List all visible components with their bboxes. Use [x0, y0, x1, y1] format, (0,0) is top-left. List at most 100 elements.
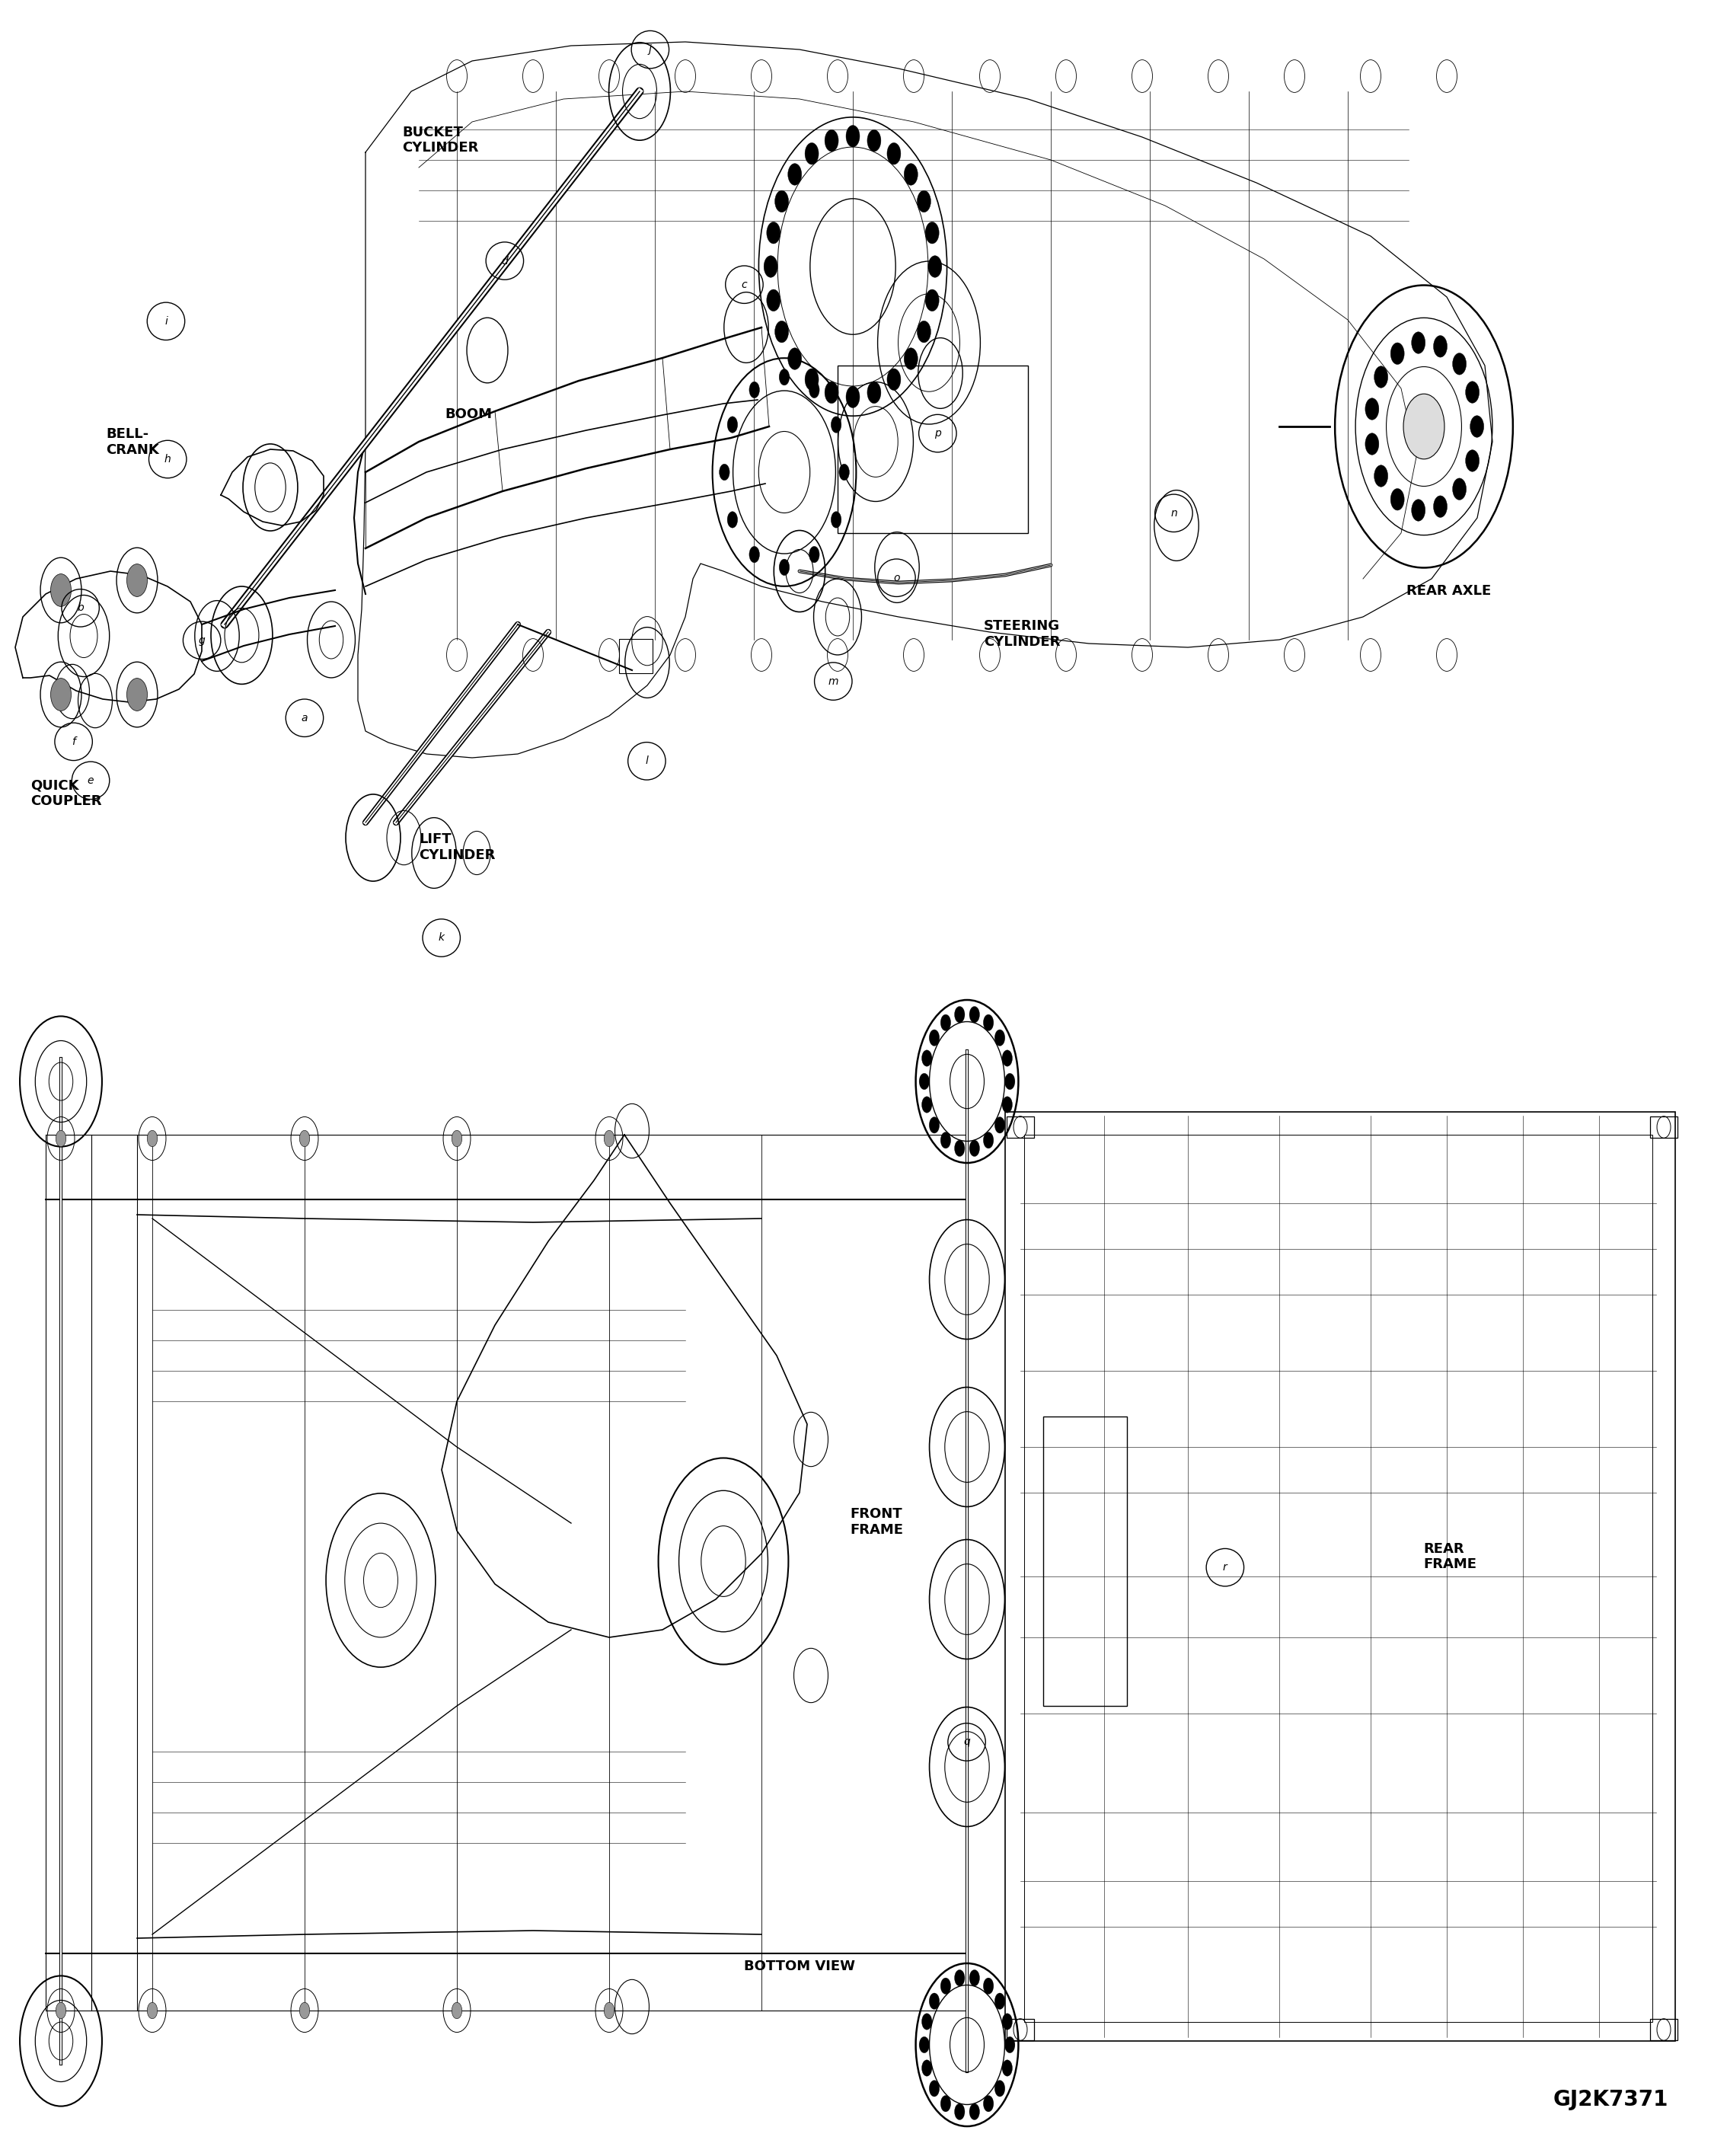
Text: j: j — [648, 45, 652, 54]
Ellipse shape — [1466, 382, 1480, 403]
Text: l: l — [645, 757, 648, 765]
Ellipse shape — [886, 142, 900, 164]
Ellipse shape — [838, 464, 849, 481]
Ellipse shape — [452, 2003, 462, 2018]
Ellipse shape — [955, 1141, 965, 1156]
Text: h: h — [164, 455, 171, 464]
Ellipse shape — [955, 1971, 965, 1986]
Ellipse shape — [970, 1141, 980, 1156]
Ellipse shape — [941, 2096, 951, 2111]
Ellipse shape — [832, 511, 842, 528]
Text: i: i — [164, 317, 168, 326]
Ellipse shape — [903, 164, 917, 185]
Ellipse shape — [1453, 354, 1466, 375]
Text: c: c — [741, 280, 748, 289]
Text: r: r — [1223, 1563, 1227, 1572]
Ellipse shape — [809, 545, 820, 563]
Ellipse shape — [926, 289, 939, 310]
Ellipse shape — [886, 369, 900, 390]
Ellipse shape — [929, 2081, 939, 2096]
Ellipse shape — [767, 222, 780, 244]
Ellipse shape — [941, 1977, 951, 1994]
Text: e: e — [87, 776, 94, 785]
Ellipse shape — [994, 2081, 1004, 2096]
Ellipse shape — [955, 2104, 965, 2119]
Ellipse shape — [1403, 395, 1444, 459]
Ellipse shape — [929, 1031, 939, 1046]
Ellipse shape — [994, 1031, 1004, 1046]
Ellipse shape — [1003, 1097, 1013, 1112]
Ellipse shape — [604, 2003, 614, 2018]
Ellipse shape — [1453, 479, 1466, 500]
Ellipse shape — [809, 382, 820, 399]
Ellipse shape — [917, 190, 931, 211]
Ellipse shape — [929, 1117, 939, 1134]
Text: GJ2K7371: GJ2K7371 — [1554, 2089, 1668, 2111]
Text: d: d — [501, 257, 508, 265]
Ellipse shape — [719, 464, 729, 481]
Ellipse shape — [1412, 332, 1425, 354]
Ellipse shape — [779, 558, 789, 576]
Ellipse shape — [452, 1130, 462, 1147]
Ellipse shape — [845, 125, 859, 147]
Text: q: q — [963, 1738, 970, 1746]
Ellipse shape — [955, 1007, 965, 1022]
Ellipse shape — [1466, 451, 1480, 472]
Ellipse shape — [1003, 1050, 1013, 1067]
Ellipse shape — [1004, 2037, 1015, 2053]
Ellipse shape — [749, 545, 760, 563]
Text: BOTTOM VIEW: BOTTOM VIEW — [744, 1960, 856, 1973]
Text: BUCKET
CYLINDER: BUCKET CYLINDER — [402, 125, 479, 155]
Ellipse shape — [832, 416, 842, 433]
Text: f: f — [72, 737, 75, 746]
Ellipse shape — [917, 321, 931, 343]
Ellipse shape — [941, 1015, 951, 1031]
Ellipse shape — [1365, 399, 1379, 420]
Ellipse shape — [994, 1117, 1004, 1134]
Text: QUICK
COUPLER: QUICK COUPLER — [31, 778, 103, 808]
Ellipse shape — [929, 1992, 939, 2009]
Ellipse shape — [299, 1130, 310, 1147]
Text: LIFT
CYLINDER: LIFT CYLINDER — [419, 832, 496, 862]
Ellipse shape — [127, 565, 147, 597]
Ellipse shape — [919, 2037, 929, 2053]
Text: o: o — [893, 573, 900, 582]
Ellipse shape — [922, 1050, 932, 1067]
Ellipse shape — [804, 142, 818, 164]
Ellipse shape — [1365, 433, 1379, 455]
Text: BOOM: BOOM — [445, 407, 493, 420]
Ellipse shape — [1434, 336, 1448, 358]
Ellipse shape — [970, 2104, 980, 2119]
Ellipse shape — [147, 2003, 157, 2018]
Ellipse shape — [903, 347, 917, 369]
Text: g: g — [198, 636, 205, 645]
Text: m: m — [828, 677, 838, 686]
Text: a: a — [301, 714, 308, 722]
Ellipse shape — [919, 1074, 929, 1089]
Ellipse shape — [1004, 1074, 1015, 1089]
Ellipse shape — [867, 129, 881, 151]
Ellipse shape — [789, 347, 802, 369]
Ellipse shape — [984, 1977, 994, 1994]
Ellipse shape — [927, 257, 941, 278]
Ellipse shape — [1434, 496, 1448, 517]
Text: REAR AXLE: REAR AXLE — [1406, 584, 1492, 597]
Ellipse shape — [825, 129, 838, 151]
Ellipse shape — [984, 2096, 994, 2111]
Ellipse shape — [1391, 489, 1405, 511]
Ellipse shape — [789, 164, 802, 185]
Ellipse shape — [56, 2003, 67, 2018]
Ellipse shape — [604, 1130, 614, 1147]
Text: FRONT
FRAME: FRONT FRAME — [850, 1507, 903, 1537]
Text: k: k — [438, 934, 445, 942]
Ellipse shape — [845, 386, 859, 407]
Ellipse shape — [1374, 466, 1388, 487]
Ellipse shape — [1412, 500, 1425, 522]
Ellipse shape — [767, 289, 780, 310]
Ellipse shape — [804, 369, 818, 390]
Ellipse shape — [775, 190, 789, 211]
Ellipse shape — [299, 2003, 310, 2018]
Ellipse shape — [51, 573, 72, 606]
Ellipse shape — [922, 1097, 932, 1112]
Ellipse shape — [127, 679, 147, 711]
